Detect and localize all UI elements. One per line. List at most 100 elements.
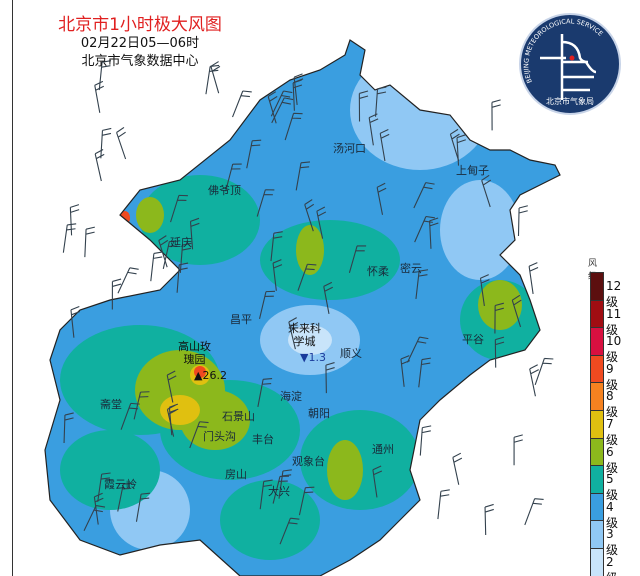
wind-barb <box>116 126 127 160</box>
wind-barb <box>415 269 429 300</box>
place-label: 延庆 <box>170 236 192 249</box>
max-station-value-row: ▲26.2 <box>194 369 227 382</box>
place-label: 上甸子 <box>456 164 489 177</box>
wind-barb <box>491 99 501 131</box>
wind-barb <box>481 174 492 208</box>
max-station-value: 26.2 <box>202 369 227 382</box>
map-title: 北京市1小时极大风图 <box>58 15 222 35</box>
wind-barb <box>376 182 387 215</box>
wind-barb <box>100 127 112 159</box>
wind-barb <box>419 425 432 456</box>
wind-barb <box>259 479 273 510</box>
place-label: 佛爷顶 <box>208 184 241 197</box>
wind-barb <box>272 475 290 504</box>
wind-barb <box>323 281 333 314</box>
wind-barb <box>288 317 299 350</box>
wind-barb <box>375 86 387 117</box>
legend-swatch <box>590 272 604 301</box>
wind-barb <box>379 128 390 162</box>
place-label: 怀柔 <box>367 265 389 278</box>
wind-barb <box>414 215 435 243</box>
legend-swatch <box>590 299 604 329</box>
wind-barb <box>70 306 81 338</box>
min-station-value: 1.3 <box>308 351 326 364</box>
wind-barb <box>325 362 335 394</box>
wind-barb <box>534 357 554 386</box>
wind-barb <box>189 421 209 449</box>
map-source: 北京市气象数据中心 <box>81 54 199 69</box>
wind-barb <box>517 205 528 236</box>
max-station: 高山玫 瑰园 <box>178 340 211 366</box>
wind-barb <box>278 469 292 499</box>
place-label: 密云 <box>400 262 422 275</box>
legend-label: 9级 <box>606 361 619 392</box>
wind-barb <box>93 492 104 525</box>
wind-barb <box>210 61 221 94</box>
place-label: 房山 <box>225 468 247 481</box>
triangle-up-icon: ▲ <box>194 369 203 382</box>
legend-label: 7级 <box>606 417 619 447</box>
wind-barb <box>413 182 435 209</box>
wind-barb <box>63 412 74 444</box>
wind-barb <box>484 503 494 536</box>
wind-barb <box>272 259 283 291</box>
wind-barb <box>117 267 139 294</box>
wind-barb <box>120 402 140 430</box>
place-label: 大兴 <box>268 485 290 498</box>
wind-barb <box>271 97 294 124</box>
legend-swatch <box>590 382 604 411</box>
wind-barb <box>529 364 539 397</box>
wind-barb <box>117 482 133 512</box>
wind-barb <box>348 245 367 273</box>
legend-label: 11级 <box>606 306 622 337</box>
wind-barbs <box>62 60 554 545</box>
legend-swatch <box>590 492 604 522</box>
wind-barb <box>256 189 275 217</box>
legend-swatch <box>590 437 604 467</box>
wind-barb <box>69 204 80 236</box>
legend-label: 6级 <box>606 444 619 475</box>
max-station-name: 高山玫 <box>178 340 211 353</box>
legend-label: 4级 <box>606 499 619 530</box>
wind-barb <box>267 91 278 124</box>
wind-barb <box>270 231 283 262</box>
place-label: 通州 <box>372 443 394 456</box>
wind-barb <box>246 139 262 169</box>
wind-barb <box>358 90 369 122</box>
wind-barb <box>84 226 95 258</box>
place-label: 丰台 <box>252 433 274 446</box>
wind-barb <box>258 290 276 319</box>
legend-label: 10级 <box>606 334 622 365</box>
legend-swatch <box>590 520 604 549</box>
wind-barb <box>511 294 522 328</box>
wind-barb <box>225 163 242 192</box>
wind-barb <box>437 489 450 520</box>
wind-barb <box>452 452 463 485</box>
wind-barb <box>406 336 429 363</box>
wind-barb <box>368 113 379 146</box>
place-label: 海淀 <box>280 390 302 403</box>
wind-barb <box>494 302 504 334</box>
wind-barb <box>168 403 179 436</box>
wind-barb <box>304 199 315 232</box>
wind-barb <box>372 465 383 498</box>
wind-barb <box>298 486 315 516</box>
wind-barb <box>189 217 200 250</box>
legend-label: 3级 <box>606 527 619 558</box>
wind-barb <box>456 134 466 166</box>
wind-barb <box>166 370 177 403</box>
wind-barb <box>528 262 539 294</box>
place-label: 斋堂 <box>100 398 122 411</box>
wind-barb <box>158 235 169 268</box>
legend-swatch <box>590 410 604 439</box>
wind-barb <box>284 112 303 141</box>
wind-barb <box>295 161 311 191</box>
map-time: 02月22日05—06时 <box>80 36 200 51</box>
min-station-name: 未来科 <box>288 322 321 335</box>
min-station: 未来科 学城 <box>288 322 321 348</box>
wind-barb <box>257 378 273 407</box>
bms-logo: 北京市气象局 BEIJING METEOROLOGICAL SERVICE <box>519 13 621 115</box>
min-station-name-2: 学城 <box>293 335 316 348</box>
